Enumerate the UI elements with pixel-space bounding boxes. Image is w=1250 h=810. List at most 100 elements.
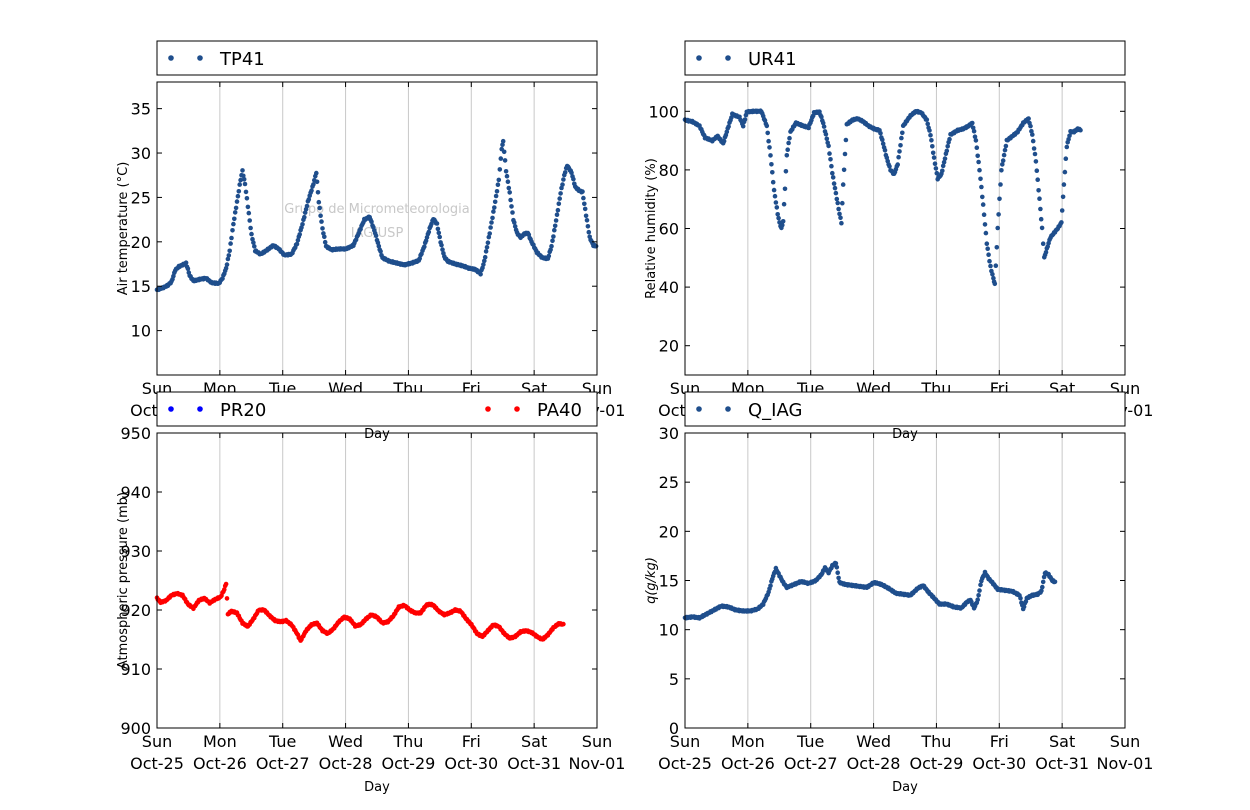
data-point-UR41: [1003, 143, 1009, 149]
data-point-TP41: [504, 173, 510, 179]
x-tick-label-day: Sat: [521, 732, 547, 751]
data-point-UR41: [1038, 206, 1043, 212]
data-point-UR41: [897, 149, 902, 154]
data-point-UR41: [830, 175, 836, 180]
data-point-PA40: [223, 581, 229, 587]
x-tick-label-day: Sun: [1110, 732, 1140, 751]
data-point-UR41: [979, 184, 984, 190]
x-tick-label-day: Fri: [462, 732, 481, 751]
data-point-TP41: [311, 182, 316, 187]
y-axis-label: Air temperature (°C): [116, 162, 131, 296]
data-point-Q_IAG: [976, 593, 981, 598]
data-point-UR41: [1063, 156, 1069, 161]
data-point-UR41: [1043, 250, 1049, 255]
data-point-UR41: [828, 157, 833, 162]
data-point-TP41: [506, 185, 512, 191]
data-point-UR41: [726, 124, 731, 129]
data-point-UR41: [819, 114, 824, 120]
chart-specific_humidity: 0 5 10 15 20 25 30 Sun Oct-25 Mon Oct-26 Tue Oct-27 W…: [644, 424, 1153, 795]
data-point-UR41: [898, 143, 903, 148]
data-point-TP41: [295, 238, 301, 243]
y-tick-label: 100: [648, 102, 679, 121]
data-point-UR41: [1064, 144, 1070, 150]
data-point-TP41: [582, 206, 588, 212]
data-point-UR41: [1030, 132, 1035, 137]
plot-frame: [156, 432, 598, 729]
data-point-UR41: [931, 155, 937, 160]
data-point-UR41: [770, 179, 776, 185]
data-point-UR41: [821, 124, 827, 129]
data-point-UR41: [831, 181, 837, 186]
data-point-UR41: [998, 182, 1003, 187]
legend-marker: [725, 55, 731, 61]
data-point-TP41: [483, 249, 489, 254]
data-point-UR41: [840, 200, 845, 206]
data-point-UR41: [930, 150, 936, 156]
data-point-TP41: [502, 158, 508, 163]
y-axis-label: Atmospheric pressure (mb): [116, 492, 131, 669]
data-point-UR41: [988, 263, 993, 269]
data-point-TP41: [507, 190, 512, 195]
data-point-TP41: [492, 205, 497, 210]
data-point-TP41: [319, 219, 324, 224]
x-tick-label-day: Tue: [268, 732, 296, 751]
data-point-UR41: [1026, 116, 1031, 121]
data-point-UR41: [973, 138, 979, 143]
data-point-UR41: [1001, 152, 1007, 158]
data-point-TP41: [508, 197, 513, 203]
x-tick-label-day: Thu: [392, 732, 423, 751]
x-tick-label-day: Tue: [796, 732, 824, 751]
data-point-UR41: [843, 137, 849, 143]
data-point-TP41: [551, 234, 556, 239]
data-point-TP41: [300, 222, 305, 227]
data-point-TP41: [233, 205, 239, 211]
data-point-TP41: [434, 221, 440, 226]
data-point-TP41: [496, 177, 502, 183]
data-point-Q_IAG: [835, 570, 840, 575]
x-tick-label-date: Oct-28: [847, 754, 901, 773]
data-point-UR41: [781, 201, 787, 207]
y-tick-label: 15: [131, 277, 151, 296]
data-point-TP41: [493, 193, 499, 199]
data-point-TP41: [320, 226, 325, 231]
data-point-TP41: [227, 248, 232, 254]
y-tick-label: 25: [659, 473, 679, 492]
data-point-TP41: [549, 243, 554, 249]
data-point-UR41: [820, 120, 826, 126]
data-point-UR41: [987, 258, 992, 264]
data-point-UR41: [932, 161, 938, 166]
data-point-TP41: [583, 213, 589, 219]
data-point-TP41: [593, 243, 599, 249]
y-tick-label: 60: [659, 220, 679, 239]
data-point-TP41: [378, 249, 383, 254]
data-point-TP41: [500, 142, 505, 147]
data-point-UR41: [1037, 196, 1042, 201]
data-point-TP41: [478, 272, 483, 277]
x-axis-label: Day: [364, 780, 390, 795]
data-point-TP41: [236, 189, 242, 194]
data-point-UR41: [1059, 208, 1065, 213]
data-point-UR41: [975, 153, 980, 159]
x-tick-label-day: Mon: [731, 732, 765, 751]
data-point-UR41: [878, 131, 883, 136]
data-point-TP41: [571, 176, 576, 182]
data-point-UR41: [766, 138, 771, 144]
data-point-UR41: [827, 151, 832, 156]
data-point-UR41: [742, 117, 748, 122]
legend-humidity: UR41: [684, 40, 1126, 76]
data-point-UR41: [780, 219, 786, 224]
data-point-Q_IAG: [1018, 595, 1023, 601]
y-tick-label: 20: [659, 522, 679, 541]
legend-marker: [696, 55, 702, 61]
data-point-UR41: [721, 138, 727, 144]
data-point-TP41: [232, 210, 238, 215]
data-point-TP41: [503, 169, 509, 174]
data-point-UR41: [767, 145, 772, 150]
legend-marker: [197, 55, 203, 61]
watermark-line1: Grupo de Micrometeorologia: [284, 202, 470, 217]
legend-box: [684, 40, 1126, 76]
data-point-UR41: [999, 168, 1004, 173]
legend-label-Q_IAG: Q_IAG: [748, 400, 802, 421]
x-tick-label-day: Sun: [670, 732, 700, 751]
